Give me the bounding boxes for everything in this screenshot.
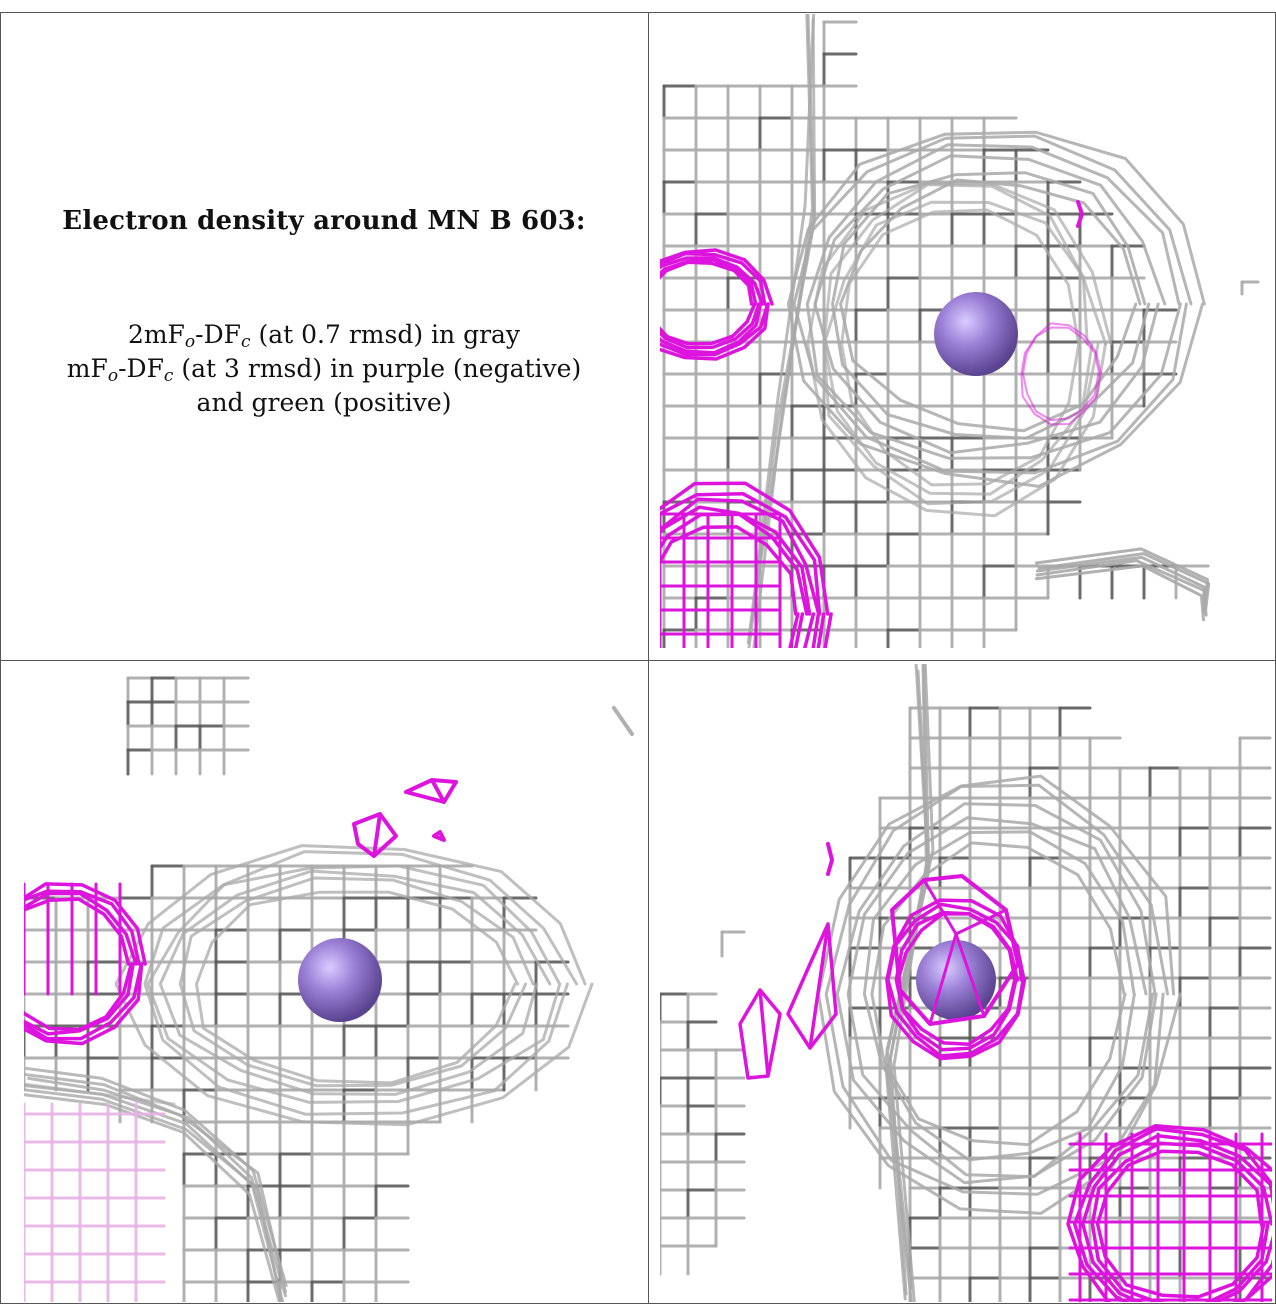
purple-mesh: [660, 200, 1103, 648]
legend-text: -DF: [195, 320, 241, 349]
legend-sub: c: [241, 332, 251, 352]
caption-cell: Electron density around MN B 603: 2mFo-D…: [0, 0, 648, 660]
density-panel-bottom-right: [660, 664, 1272, 1302]
legend-text: (at 3 rmsd) in purple (negative): [173, 354, 582, 383]
top-border: [0, 12, 1276, 13]
center-border: [648, 12, 649, 1304]
legend-text: -DF: [118, 354, 164, 383]
legend-sub: o: [107, 366, 119, 386]
manganese-atom-icon: [916, 940, 996, 1020]
manganese-atom-icon: [934, 292, 1018, 376]
caption-title: Electron density around MN B 603:: [62, 206, 586, 236]
mesh-view: [660, 664, 1272, 1302]
caption-legend: 2mFo-DFc (at 0.7 rmsd) in gray mFo-DFc (…: [0, 318, 648, 420]
legend-sub: c: [163, 366, 174, 386]
mesh-view: [660, 14, 1260, 648]
gray-mesh: [660, 664, 1272, 1302]
density-panel-bottom-left: [24, 664, 636, 1302]
legend-text: (at 0.7 rmsd) in gray: [250, 320, 521, 349]
legend-sub: o: [184, 332, 196, 352]
legend-line-gray: 2mFo-DFc (at 0.7 rmsd) in gray: [0, 318, 648, 352]
legend-text: mF: [66, 354, 108, 383]
manganese-atom-icon: [298, 938, 382, 1022]
legend-line-purple: mFo-DFc (at 3 rmsd) in purple (negative): [0, 352, 648, 386]
middle-border: [0, 660, 1276, 661]
legend-line-green: and green (positive): [196, 388, 452, 417]
density-panel-top-right: [660, 14, 1272, 648]
purple-mesh: [24, 778, 458, 1046]
left-border: [0, 12, 1, 1304]
purple-mesh: [738, 842, 1272, 1302]
mesh-view: [24, 676, 634, 1302]
legend-text: 2mF: [127, 320, 185, 349]
